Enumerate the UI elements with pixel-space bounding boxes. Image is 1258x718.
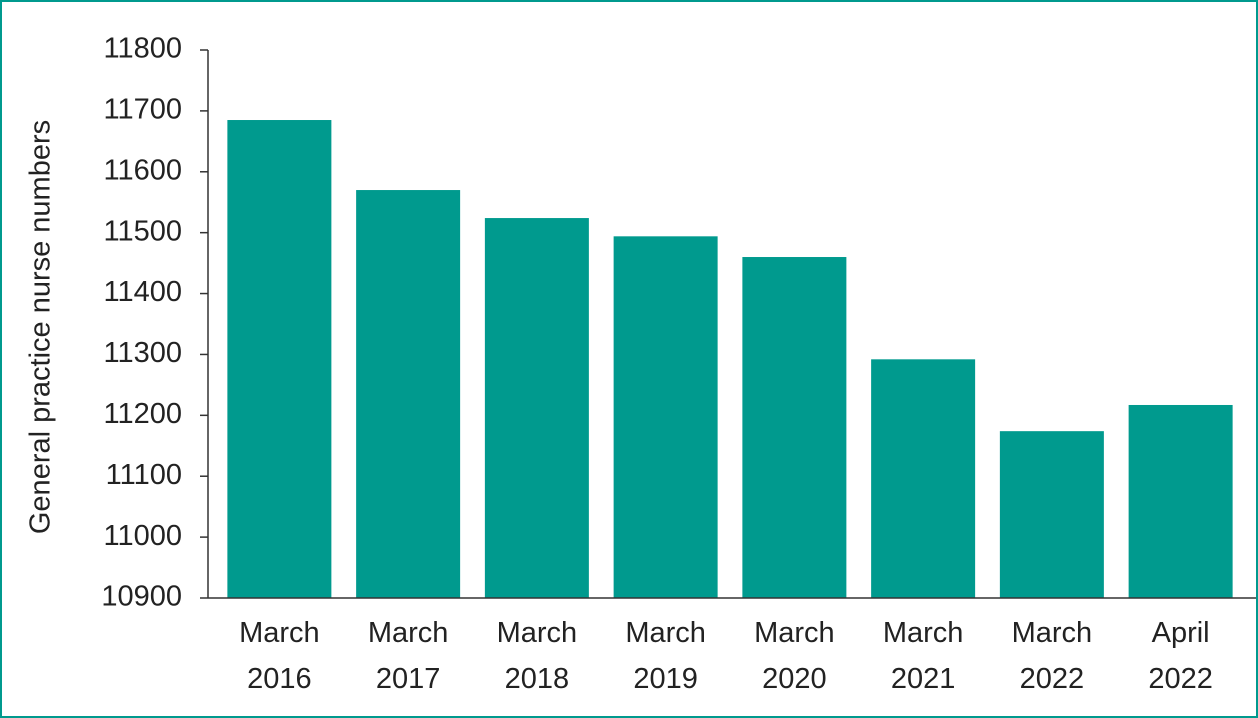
y-tick-label: 11100 [106, 459, 182, 491]
x-tick-label: March 2022 [1011, 617, 1093, 695]
y-tick-label: 11600 [104, 154, 183, 186]
x-tick-label: March 2020 [754, 617, 835, 695]
x-tick-label: March 2017 [367, 617, 449, 695]
x-tick-label: March 2021 [882, 617, 964, 695]
y-tick-label: 11700 [104, 94, 183, 126]
y-tick-label: 11300 [104, 337, 183, 369]
y-tick-label: 11500 [104, 215, 183, 247]
y-tick-label: 10900 [101, 581, 182, 613]
bar [613, 236, 718, 598]
bar [871, 359, 976, 598]
y-tick-label: 11800 [104, 33, 183, 65]
bar [999, 431, 1104, 598]
bar [1128, 404, 1233, 598]
x-tick-label: March 2016 [239, 617, 320, 695]
bar [484, 218, 589, 598]
y-tick-label: 11000 [104, 520, 183, 552]
bar [356, 190, 461, 599]
y-tick-label: 11200 [104, 398, 183, 430]
x-tick-label: April 2022 [1148, 617, 1213, 695]
bar [227, 120, 332, 599]
x-tick-label: March 2019 [625, 617, 706, 695]
y-tick-label: 11400 [104, 276, 183, 308]
y-axis-label: General practice nurse numbers [25, 120, 57, 534]
bar [742, 257, 847, 598]
x-tick-label: March 2018 [496, 617, 578, 695]
